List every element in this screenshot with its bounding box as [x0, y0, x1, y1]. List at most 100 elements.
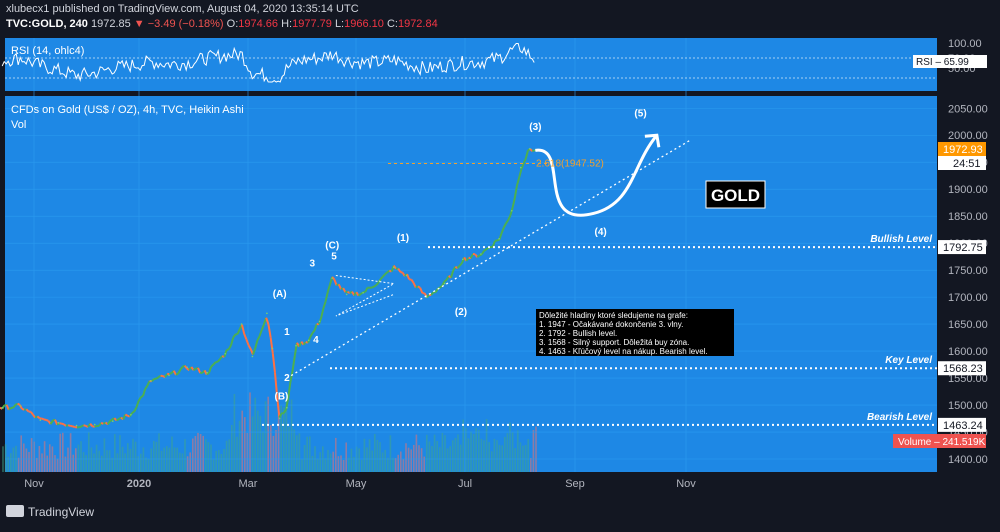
- tradingview-brand: TradingView: [28, 505, 94, 519]
- volume-bar: [345, 443, 347, 473]
- volume-bar: [460, 445, 462, 472]
- volume-bar: [384, 450, 386, 472]
- price-tick-label: 1900.00: [948, 184, 988, 196]
- price-point: [58, 422, 60, 424]
- volume-bar: [327, 450, 329, 472]
- wave-label: (5): [634, 108, 646, 119]
- price-point: [168, 375, 170, 377]
- volume-bar: [533, 430, 535, 472]
- volume-bar: [299, 433, 301, 472]
- volume-bar: [421, 448, 423, 472]
- high-label: H:: [281, 18, 292, 30]
- price-point: [346, 294, 348, 296]
- time-tick-label: Sep: [565, 478, 585, 490]
- volume-bar: [418, 445, 420, 472]
- volume-bar: [114, 434, 116, 472]
- volume-bar: [46, 456, 48, 472]
- volume-bar: [408, 448, 410, 472]
- volume-bar: [174, 447, 176, 472]
- volume-bar: [135, 442, 137, 472]
- level-tag: 1463.24: [943, 420, 983, 432]
- volume-bar: [67, 448, 69, 472]
- volume-tag: Volume – 241.519K: [898, 437, 986, 448]
- volume-bar: [475, 428, 477, 472]
- volume-bar: [371, 451, 373, 473]
- volume-bar: [26, 449, 28, 473]
- price-segment: [79, 427, 81, 428]
- volume-bar: [119, 435, 121, 472]
- volume-bar: [106, 450, 108, 472]
- volume-bar: [379, 442, 381, 472]
- price-segment: [491, 247, 493, 248]
- volume-bar: [18, 458, 20, 472]
- price-point: [393, 267, 395, 269]
- volume-bar: [470, 431, 472, 472]
- level-name: Bearish Level: [867, 412, 932, 423]
- volume-bar: [10, 453, 12, 472]
- price-point: [224, 353, 226, 355]
- wave-label: 3: [310, 258, 316, 269]
- gold-label: GOLD: [711, 186, 760, 205]
- time-tick-label: Nov: [676, 478, 696, 490]
- volume-bar: [54, 455, 56, 472]
- volume-bar: [392, 458, 394, 472]
- volume-bar: [202, 436, 204, 472]
- volume-bar: [197, 433, 199, 472]
- volume-bar: [509, 423, 511, 472]
- time-tick-label: Nov: [24, 478, 44, 490]
- price-segment: [95, 426, 97, 427]
- volume-bar: [504, 437, 506, 472]
- volume-bar: [208, 442, 210, 472]
- ohlc-line: TVC:GOLD, 240 1972.85 ▼ −3.49 (−0.18%) O…: [6, 18, 438, 30]
- main-pane-bg[interactable]: [5, 96, 937, 472]
- volume-bar: [426, 435, 428, 472]
- price-point: [331, 277, 333, 279]
- volume-bar: [143, 447, 145, 472]
- volume-bar: [195, 436, 197, 472]
- volume-bar: [158, 433, 160, 472]
- volume-bar: [236, 437, 238, 472]
- price-tick-label: 1850.00: [948, 211, 988, 223]
- price-segment: [227, 349, 229, 350]
- price-segment: [81, 425, 83, 426]
- volume-bar: [374, 434, 376, 472]
- volume-bar: [296, 435, 298, 472]
- volume-bar: [486, 419, 488, 472]
- volume-bar: [130, 449, 132, 472]
- price-tick-label: 1600.00: [948, 346, 988, 358]
- price-segment: [374, 285, 376, 287]
- volume-bar: [2, 446, 4, 472]
- volume-bar: [265, 401, 267, 472]
- price-point: [94, 424, 96, 426]
- wave-label: 2: [284, 373, 290, 384]
- price-segment: [92, 426, 94, 427]
- volume-bar: [88, 432, 90, 472]
- volume-bar: [291, 400, 293, 472]
- volume-bar: [182, 453, 184, 472]
- volume-bar: [210, 445, 212, 473]
- volume-bar: [70, 433, 72, 472]
- wave-label: (1): [397, 233, 409, 244]
- time-tick-label: Mar: [239, 478, 258, 490]
- price-segment: [125, 415, 127, 416]
- publish-line: xlubecx1 published on TradingView.com, A…: [6, 3, 359, 15]
- level-tag: 1568.23: [943, 363, 983, 375]
- volume-bar: [369, 439, 371, 472]
- volume-bar: [59, 434, 61, 472]
- price-point: [308, 340, 310, 342]
- volume-bar: [200, 434, 202, 472]
- volume-bar: [140, 454, 142, 472]
- volume-bar: [179, 453, 181, 472]
- volume-bar: [457, 434, 459, 472]
- volume-bar: [530, 458, 532, 472]
- price-point: [444, 283, 446, 285]
- price-point: [130, 414, 132, 416]
- price-segment: [132, 412, 134, 414]
- volume-bar: [163, 448, 165, 472]
- price-segment: [68, 425, 70, 426]
- price-point: [241, 323, 243, 325]
- low-label: L:: [335, 18, 344, 30]
- volume-bar: [481, 439, 483, 472]
